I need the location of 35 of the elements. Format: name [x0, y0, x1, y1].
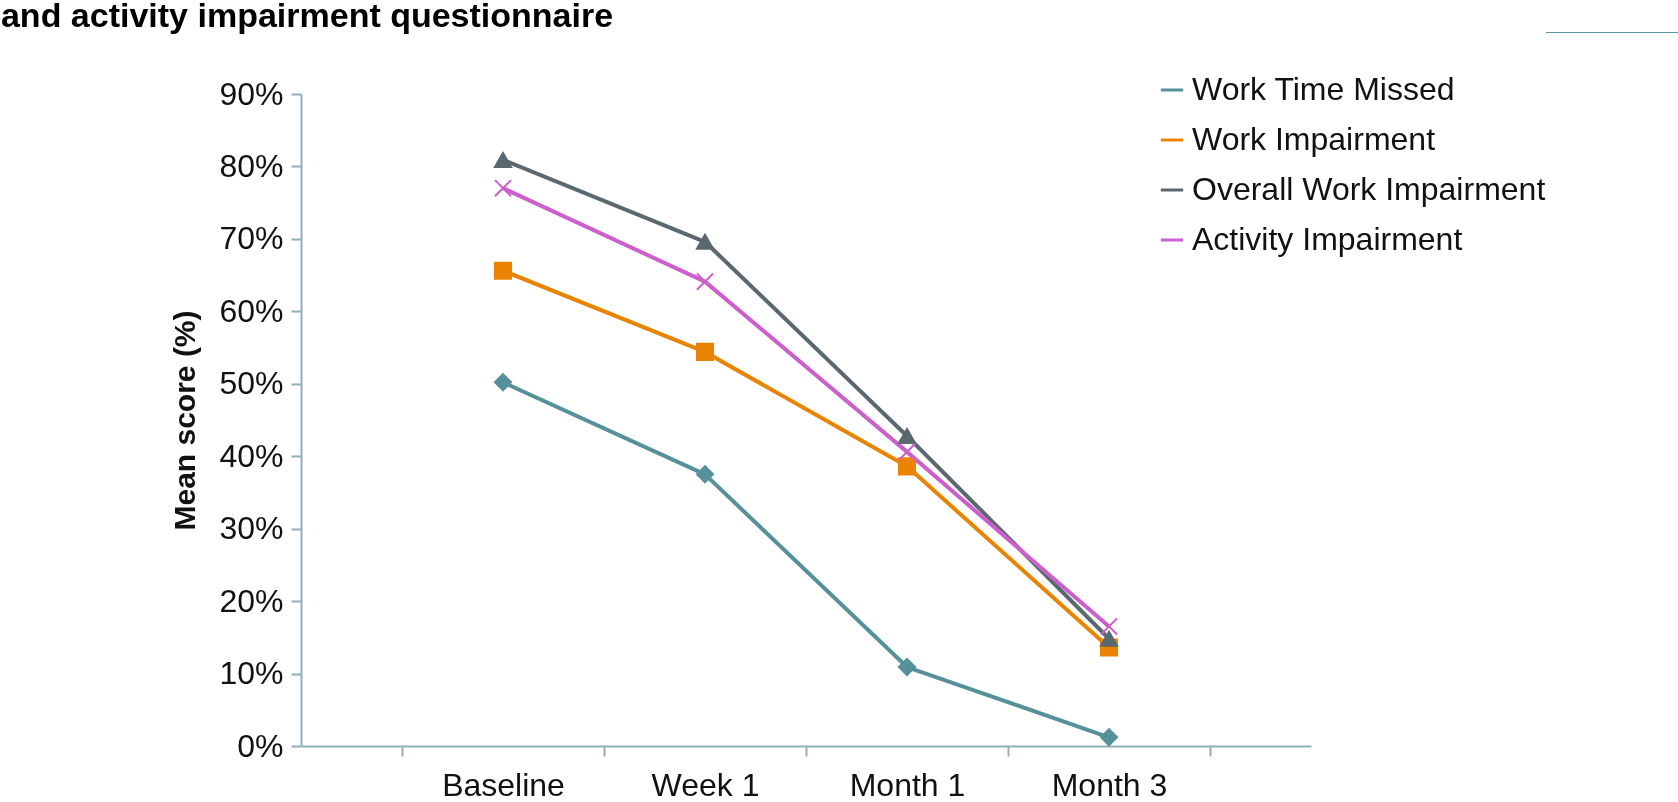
- y-tick-label: 90%: [219, 75, 284, 112]
- y-tick-label: 10%: [219, 655, 284, 692]
- y-tick-label: 70%: [219, 220, 284, 257]
- y-tick-label: 20%: [219, 582, 284, 619]
- point: [897, 657, 917, 677]
- legend-label: Work Impairment: [1192, 121, 1436, 157]
- point: [897, 442, 917, 461]
- point: [493, 151, 513, 168]
- legend-label: Work Time Missed: [1192, 71, 1455, 107]
- y-tick-label: 0%: [237, 727, 284, 764]
- point: [1099, 630, 1119, 647]
- y-tick-label: 80%: [219, 147, 284, 184]
- point: [493, 179, 513, 198]
- point: [493, 261, 513, 280]
- point: [493, 373, 513, 392]
- x-tick-label: Baseline: [442, 766, 565, 802]
- legend-label: Overall Work Impairment: [1192, 171, 1546, 207]
- y-axis-title: Mean score (%): [168, 310, 202, 531]
- point: [695, 465, 715, 484]
- point: [695, 233, 715, 250]
- point: [897, 457, 917, 476]
- chart-title: and activity impairment questionnaire: [0, 0, 614, 34]
- x-tick-label: Month 3: [1051, 766, 1168, 802]
- point: [897, 427, 917, 444]
- point: [695, 342, 715, 361]
- legend-label: Activity Impairment: [1192, 221, 1463, 257]
- x-tick-label: Week 1: [651, 766, 760, 802]
- point: [1099, 728, 1119, 747]
- point: [695, 272, 715, 291]
- y-tick-label: 50%: [219, 365, 284, 402]
- y-tick-label: 40%: [219, 437, 284, 474]
- x-tick-label: Month 1: [849, 766, 966, 802]
- y-tick-label: 30%: [219, 510, 284, 547]
- point: [1099, 617, 1119, 636]
- y-tick-label: 60%: [219, 292, 284, 329]
